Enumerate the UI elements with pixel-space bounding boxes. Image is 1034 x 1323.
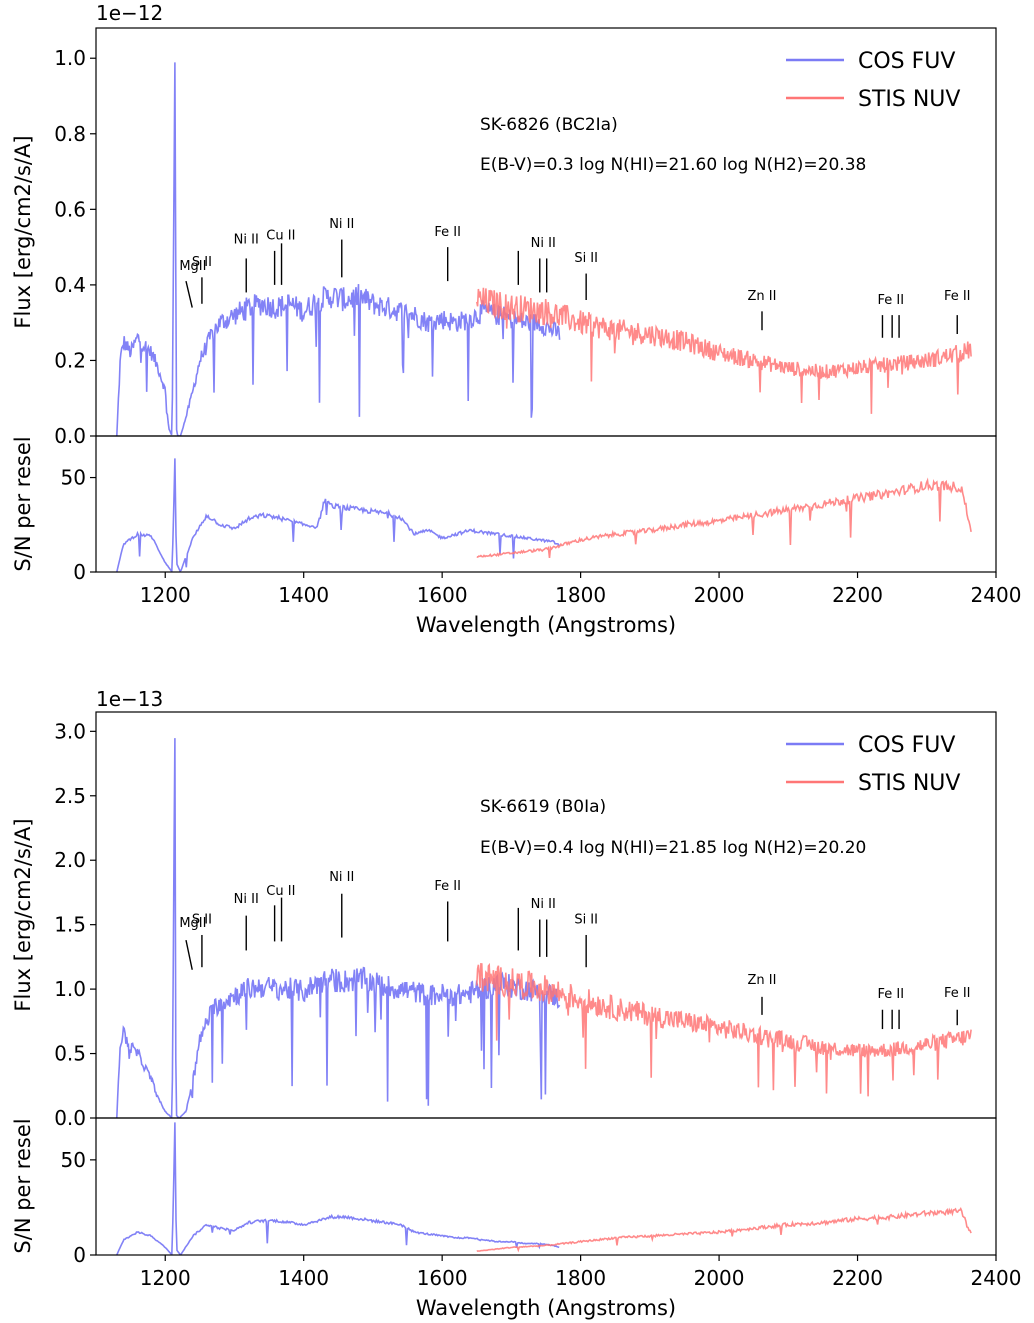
sn-y-tick-label: 0 (73, 1243, 86, 1267)
line-id-label: Ni II (531, 897, 556, 912)
flux-y-tick-label: 1.0 (54, 46, 86, 70)
sn-y-axis-label: S/N per resel (11, 1118, 35, 1253)
x-tick-label: 2200 (832, 583, 883, 607)
series-stis-nuv-sn (476, 477, 972, 559)
flux-y-tick-label: 0.4 (54, 273, 86, 297)
line-id-label: Zn II (748, 289, 777, 304)
x-tick-label: 2400 (971, 1266, 1022, 1290)
flux-plot-area (116, 738, 972, 1118)
line-id-label: Ni II (234, 232, 259, 247)
extinction-params: E(B-V)=0.4 log N(HI)=21.85 log N(H2)=20.… (480, 838, 866, 858)
line-id-label: S II (192, 255, 212, 270)
x-tick-label: 2200 (832, 1266, 883, 1290)
x-tick-label: 2000 (694, 1266, 745, 1290)
line-id-label: Fe II (877, 987, 904, 1002)
line-id-label: S II (192, 912, 212, 927)
line-id-label: Zn II (748, 973, 777, 988)
x-tick-label: 2400 (971, 583, 1022, 607)
extinction-params: E(B-V)=0.3 log N(HI)=21.60 log N(H2)=20.… (480, 155, 866, 175)
x-tick-label: 1600 (417, 1266, 468, 1290)
line-marker (185, 939, 193, 970)
legend-label-stis-nuv: STIS NUV (858, 87, 960, 112)
x-axis-label: Wavelength (Angstroms) (416, 1296, 676, 1320)
flux-y-tick-label: 0.0 (54, 1106, 86, 1130)
line-id-label: MgII (179, 259, 206, 274)
y-offset-text: 1e−13 (96, 687, 163, 711)
series-cos-fuv-sn (116, 458, 560, 572)
x-tick-label: 1600 (417, 583, 468, 607)
flux-y-tick-label: 1.5 (54, 913, 86, 937)
flux-plot-area (116, 62, 972, 436)
line-id-label: Ni II (329, 870, 354, 885)
sn-plot-area (116, 458, 972, 572)
line-id-label: Si II (574, 912, 598, 927)
x-tick-label: 1200 (140, 1266, 191, 1290)
flux-y-tick-label: 0.8 (54, 122, 86, 146)
x-tick-label: 1800 (555, 583, 606, 607)
flux-y-tick-label: 0.5 (54, 1042, 86, 1066)
series-stis-nuv-flux (476, 287, 972, 414)
line-id-label: Cu II (266, 229, 295, 244)
flux-y-tick-label: 2.0 (54, 848, 86, 872)
line-marker (185, 280, 193, 308)
sn-y-axis-label: S/N per resel (11, 436, 35, 571)
series-cos-fuv-flux (116, 62, 561, 436)
series-stis-nuv-sn (476, 1207, 972, 1253)
line-id-label: Fe II (877, 293, 904, 308)
x-tick-label: 1400 (278, 1266, 329, 1290)
sn-axes-frame (95, 435, 997, 573)
line-id-label: Fe II (944, 289, 971, 304)
sn-y-tick-label: 50 (61, 1148, 86, 1172)
series-cos-fuv-sn (116, 1122, 560, 1255)
panel-sk-6619: 0.0 0.5 1.0 1.5 2.0 2.5 3.0 0 50 1200 1400 1600 1800… (11, 687, 1021, 1320)
y-offset-text: 1e−12 (96, 1, 163, 25)
flux-y-tick-label: 1.0 (54, 977, 86, 1001)
sn-axes-frame (95, 1117, 997, 1256)
line-id-label: MgII (179, 916, 206, 931)
line-id-label: Fe II (944, 986, 971, 1001)
x-tick-label: 1400 (278, 583, 329, 607)
x-axis-label: Wavelength (Angstroms) (416, 613, 676, 637)
line-id-label: Ni II (234, 892, 259, 907)
line-id-label: Cu II (266, 884, 295, 899)
flux-y-tick-label: 0.2 (54, 348, 86, 372)
line-id-label: Ni II (531, 236, 556, 251)
legend-label-cos-fuv: COS FUV (858, 733, 955, 758)
sn-y-tick-label: 0 (73, 560, 86, 584)
star-name: SK-6619 (B0Ia) (480, 797, 606, 817)
line-id-label: Fe II (434, 879, 461, 894)
line-id-label: Ni II (329, 217, 354, 232)
sn-y-tick-label: 50 (61, 466, 86, 490)
series-stis-nuv-flux (476, 962, 972, 1097)
panel-sk-6826: 0.0 0.2 0.4 0.6 0.8 1.0 0 50 1200 1400 1600 1800 200… (11, 1, 1021, 637)
flux-y-axis-label: Flux [erg/cm2/s/A] (11, 818, 35, 1011)
sn-plot-area (116, 1122, 972, 1255)
line-id-label: Si II (574, 251, 598, 266)
legend-label-stis-nuv: STIS NUV (858, 771, 960, 796)
x-tick-label: 1800 (555, 1266, 606, 1290)
x-tick-label: 1200 (140, 583, 191, 607)
flux-y-tick-label: 0.6 (54, 197, 86, 221)
flux-y-tick-label: 3.0 (54, 719, 86, 743)
flux-y-tick-label: 0.0 (54, 424, 86, 448)
flux-y-tick-label: 2.5 (54, 784, 86, 808)
line-id-label: Fe II (434, 225, 461, 240)
star-name: SK-6826 (BC2Ia) (480, 115, 618, 135)
legend-label-cos-fuv: COS FUV (858, 49, 955, 74)
flux-y-axis-label: Flux [erg/cm2/s/A] (11, 135, 35, 328)
x-tick-label: 2000 (694, 583, 745, 607)
